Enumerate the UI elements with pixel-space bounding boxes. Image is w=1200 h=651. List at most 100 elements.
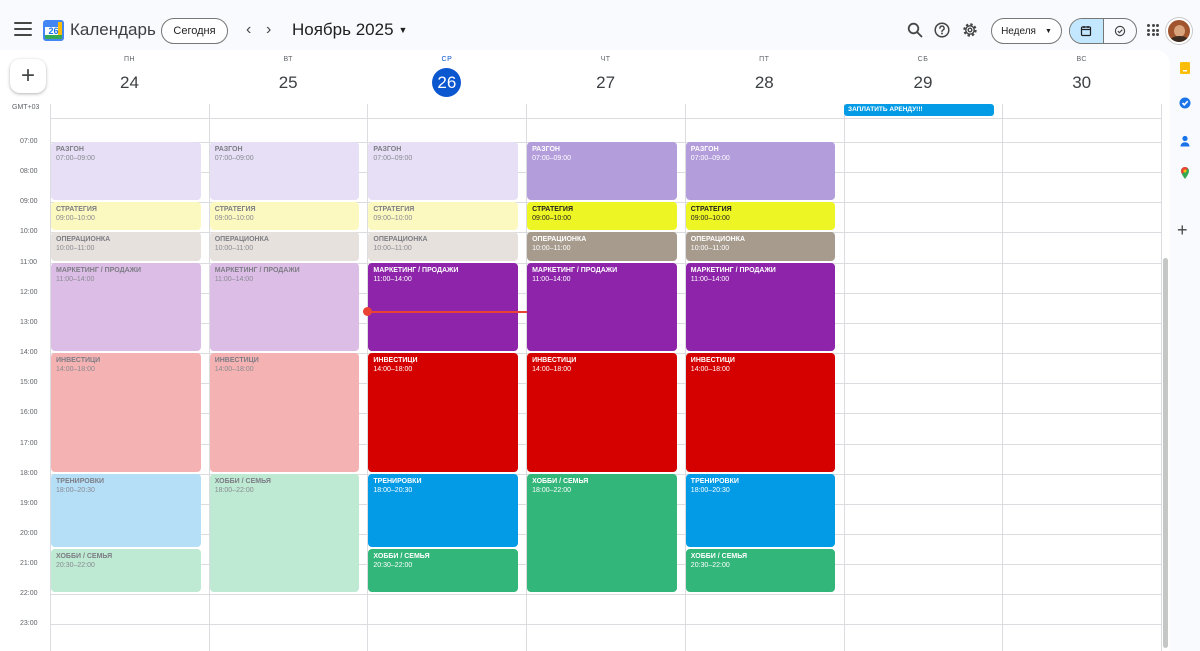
day-header-1[interactable]: ПН 24 xyxy=(50,56,209,95)
help-icon[interactable] xyxy=(933,21,951,39)
calendar-event[interactable]: СТРАТЕГИЯ 09:00–10:00 xyxy=(685,202,836,231)
event-title: ИНВЕСТИЦИ xyxy=(532,357,577,365)
calendar-event[interactable]: СТРАТЕГИЯ 09:00–10:00 xyxy=(51,202,201,231)
settings-icon[interactable] xyxy=(961,21,979,39)
calendar-event[interactable]: МАРКЕТИНГ / ПРОДАЖИ 11:00–14:00 xyxy=(51,262,201,352)
event-time: 11:00–14:00 xyxy=(532,275,571,283)
date-number[interactable]: 30 xyxy=(1072,73,1092,92)
calendar-event[interactable]: ХОББИ / СЕМЬЯ 18:00–22:00 xyxy=(209,473,360,593)
date-number[interactable]: 27 xyxy=(596,73,616,92)
calendar-event[interactable]: ОПЕРАЦИОНКА 10:00–11:00 xyxy=(527,232,677,261)
hour-label: 07:00 xyxy=(20,138,38,145)
tasks-icon[interactable] xyxy=(1178,96,1192,110)
date-number[interactable]: 28 xyxy=(754,73,774,92)
day-column-divider xyxy=(50,104,51,651)
event-time: 18:00–20:30 xyxy=(56,486,95,494)
hour-label: 09:00 xyxy=(20,198,38,206)
calendar-view-button[interactable] xyxy=(1070,19,1104,43)
view-selector[interactable]: Неделя ▼ xyxy=(991,18,1062,44)
month-selector[interactable]: Ноябрь 2025 ▼ xyxy=(292,20,407,40)
calendar-event[interactable]: СТРАТЕГИЯ 09:00–10:00 xyxy=(368,202,519,231)
calendar-event[interactable]: ТРЕНИРОВКИ 18:00–20:30 xyxy=(368,473,519,548)
event-time: 18:00–20:30 xyxy=(690,486,730,494)
calendar-event[interactable]: МАРКЕТИНГ / ПРОДАЖИ 11:00–14:00 xyxy=(209,262,360,352)
date-number[interactable]: 25 xyxy=(278,73,298,92)
event-time: 18:00–22:00 xyxy=(214,486,254,494)
calendar-event[interactable]: ИНВЕСТИЦИ 14:00–18:00 xyxy=(685,353,836,472)
calendar-event[interactable]: ОПЕРАЦИОНКА 10:00–11:00 xyxy=(685,232,836,261)
hour-label: 22:00 xyxy=(20,590,38,598)
hour-label: 10:00 xyxy=(20,228,38,236)
event-title: ИНВЕСТИЦИ xyxy=(690,357,735,365)
add-icon[interactable]: + xyxy=(1177,220,1188,240)
app-title[interactable]: Календарь xyxy=(70,20,156,39)
event-title: СТРАТЕГИЯ xyxy=(214,206,256,214)
hour-label: 13:00 xyxy=(20,318,38,326)
date-number[interactable]: 26 xyxy=(432,68,462,97)
avatar[interactable] xyxy=(1166,18,1192,44)
menu-icon[interactable] xyxy=(14,22,32,36)
calendar-event[interactable]: ОПЕРАЦИОНКА 10:00–11:00 xyxy=(368,232,519,261)
date-number[interactable]: 24 xyxy=(120,73,139,92)
calendar-event[interactable]: СТРАТЕГИЯ 09:00–10:00 xyxy=(209,202,360,231)
event-time: 18:00–22:00 xyxy=(532,486,572,494)
calendar-logo-icon[interactable]: 26 xyxy=(43,20,64,41)
calendar-event[interactable]: РАЗГОН 07:00–09:00 xyxy=(51,142,201,201)
today-button[interactable]: Сегодня xyxy=(161,18,228,44)
day-header-5[interactable]: ПТ 28 xyxy=(685,56,844,95)
calendar-event[interactable]: ИНВЕСТИЦИ 14:00–18:00 xyxy=(368,353,519,472)
event-time: 11:00–14:00 xyxy=(690,275,730,283)
allday-event[interactable]: ЗАПЛАТИТЬ АРЕНДУ!!! xyxy=(844,104,994,116)
day-header-2[interactable]: ВТ 25 xyxy=(209,56,368,95)
chevron-right-icon[interactable]: › xyxy=(266,21,272,38)
calendar-event[interactable]: РАЗГОН 07:00–09:00 xyxy=(368,142,519,201)
weekday-label: ПН xyxy=(123,56,136,63)
calendar-event[interactable]: ТРЕНИРОВКИ 18:00–20:30 xyxy=(685,473,836,548)
hour-gridline xyxy=(50,594,1162,596)
calendar-event[interactable]: РАЗГОН 07:00–09:00 xyxy=(209,142,360,201)
keep-icon[interactable] xyxy=(1178,61,1192,75)
date-number[interactable]: 29 xyxy=(913,73,933,92)
calendar-event[interactable]: ХОББИ / СЕМЬЯ 20:30–22:00 xyxy=(685,549,836,593)
scrollbar[interactable] xyxy=(1163,258,1168,648)
hour-label: 20:00 xyxy=(20,529,38,537)
calendar-event[interactable]: ХОББИ / СЕМЬЯ 20:30–22:00 xyxy=(368,549,519,593)
chevron-left-icon[interactable]: ‹ xyxy=(246,21,252,38)
create-button[interactable]: + xyxy=(10,59,46,93)
maps-icon[interactable] xyxy=(1178,166,1192,180)
view-toggle xyxy=(1069,18,1137,44)
search-icon[interactable] xyxy=(906,21,924,39)
calendar-event[interactable]: ИНВЕСТИЦИ 14:00–18:00 xyxy=(209,353,360,472)
apps-icon[interactable] xyxy=(1147,24,1159,36)
calendar-event[interactable]: ОПЕРАЦИОНКА 10:00–11:00 xyxy=(209,232,360,261)
view-label: Неделя xyxy=(1001,25,1036,37)
calendar-event[interactable]: МАРКЕТИНГ / ПРОДАЖИ 11:00–14:00 xyxy=(368,262,519,352)
calendar-event[interactable]: РАЗГОН 07:00–09:00 xyxy=(527,142,677,201)
tasks-view-button[interactable] xyxy=(1104,19,1137,43)
calendar-event[interactable]: ИНВЕСТИЦИ 14:00–18:00 xyxy=(527,353,677,472)
day-column-divider xyxy=(1002,104,1004,651)
day-header-4[interactable]: ЧТ 27 xyxy=(526,56,685,95)
day-header-6[interactable]: СБ 29 xyxy=(844,56,1003,95)
event-time: 07:00–09:00 xyxy=(373,155,413,162)
calendar-event[interactable]: СТРАТЕГИЯ 09:00–10:00 xyxy=(527,202,677,231)
calendar-event[interactable]: ИНВЕСТИЦИ 14:00–18:00 xyxy=(51,353,201,472)
calendar-event[interactable]: ТРЕНИРОВКИ 18:00–20:30 xyxy=(51,473,201,548)
event-title: РАЗГОН xyxy=(690,146,719,153)
weekday-label: ЧТ xyxy=(600,56,611,63)
calendar-event[interactable]: РАЗГОН 07:00–09:00 xyxy=(685,142,836,201)
current-time-line xyxy=(368,311,527,313)
calendar-event[interactable]: ХОББИ / СЕМЬЯ 20:30–22:00 xyxy=(51,549,201,593)
event-title: ХОББИ / СЕМЬЯ xyxy=(373,553,430,561)
calendar-event[interactable]: ОПЕРАЦИОНКА 10:00–11:00 xyxy=(51,232,201,261)
contacts-icon[interactable] xyxy=(1178,134,1192,148)
weekday-label: ВС xyxy=(1076,56,1087,63)
calendar-event[interactable]: МАРКЕТИНГ / ПРОДАЖИ 11:00–14:00 xyxy=(685,262,836,352)
calendar-event[interactable]: МАРКЕТИНГ / ПРОДАЖИ 11:00–14:00 xyxy=(527,262,677,352)
calendar-event[interactable]: ХОББИ / СЕМЬЯ 18:00–22:00 xyxy=(527,473,677,593)
day-header-3[interactable]: СР 26 xyxy=(367,56,526,97)
weekday-label: ПТ xyxy=(759,56,770,63)
event-time: 14:00–18:00 xyxy=(56,366,95,374)
day-header-7[interactable]: ВС 30 xyxy=(1002,56,1161,95)
event-title: РАЗГОН xyxy=(214,146,243,153)
